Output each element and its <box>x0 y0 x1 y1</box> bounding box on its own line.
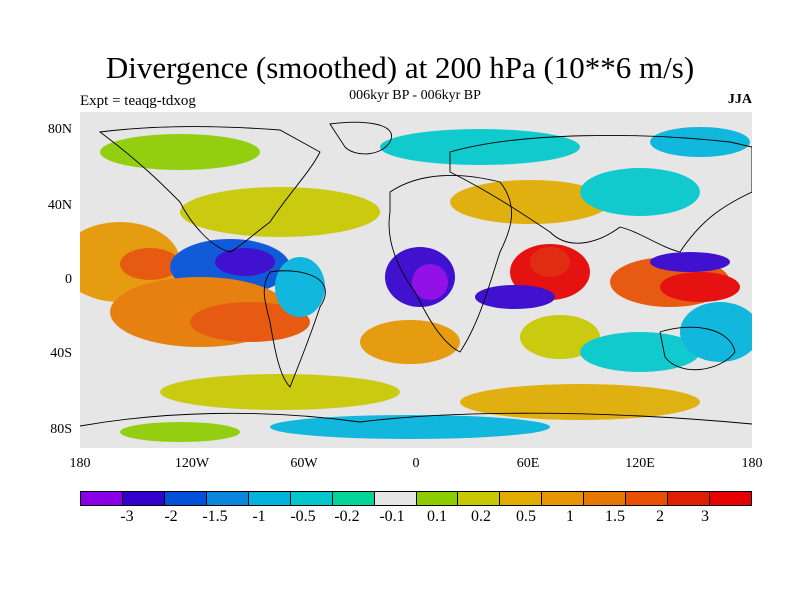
colorbar-label: -3 <box>120 508 134 525</box>
colorbar-swatch <box>81 492 123 505</box>
colorbar-swatch <box>122 492 165 505</box>
colorbar-label: 0.2 <box>471 508 491 525</box>
colorbar-swatch <box>290 492 333 505</box>
divergence-field <box>80 127 752 442</box>
coastlines <box>80 121 752 427</box>
colorbar-label: 0.1 <box>427 508 447 525</box>
colorbar-swatch <box>668 492 711 505</box>
colorbar-swatch <box>416 492 459 505</box>
colorbar-label: 1.5 <box>605 508 625 525</box>
experiment-label: Expt = teaqg-tdxog <box>80 93 196 109</box>
lat-tick-label: 0 <box>65 272 72 287</box>
colorbar-label: 0.5 <box>516 508 536 525</box>
colorbar-swatch <box>206 492 249 505</box>
colorbar-swatch <box>248 492 291 505</box>
lat-tick-label: 80S <box>50 422 72 437</box>
colorbar <box>80 491 752 506</box>
season-label: JJA <box>727 92 752 107</box>
lon-tick-label: 120E <box>625 456 655 471</box>
lon-tick-label: 0 <box>412 456 420 471</box>
map-title: Divergence (smoothed) at 200 hPa (10**6 … <box>105 50 695 85</box>
lon-tick-label: 120W <box>174 456 210 471</box>
colorbar-label: -0.1 <box>379 508 405 525</box>
colorbar-swatch <box>584 492 627 505</box>
lon-tick-label: 60E <box>516 456 540 471</box>
colorbar-label: 2 <box>656 508 664 525</box>
lon-tick-label: 180 <box>741 456 763 471</box>
divergence-map <box>80 112 752 448</box>
lat-tick-label: 40N <box>47 198 72 213</box>
colorbar-label: -1 <box>252 508 266 525</box>
colorbar-swatch <box>626 492 669 505</box>
lon-tick-label: 60W <box>290 456 318 471</box>
colorbar-label: -1.5 <box>202 508 228 525</box>
colorbar-swatch <box>458 492 501 505</box>
colorbar-label: 1 <box>566 508 574 525</box>
colorbar-label: -0.2 <box>334 508 360 525</box>
colorbar-swatch <box>332 492 375 505</box>
colorbar-swatch <box>500 492 543 505</box>
colorbar-swatch <box>710 492 751 505</box>
lon-tick-label: 180 <box>69 456 91 471</box>
colorbar-label: 3 <box>701 508 709 525</box>
colorbar-swatch <box>542 492 585 505</box>
lat-tick-label: 40S <box>50 346 72 361</box>
colorbar-label: -0.5 <box>290 508 316 525</box>
colorbar-swatch <box>374 492 417 505</box>
lat-tick-label: 80N <box>47 122 72 137</box>
colorbar-label: -2 <box>164 508 178 525</box>
colorbar-swatch <box>164 492 207 505</box>
map-subtitle: 006kyr BP - 006kyr BP <box>349 88 481 103</box>
